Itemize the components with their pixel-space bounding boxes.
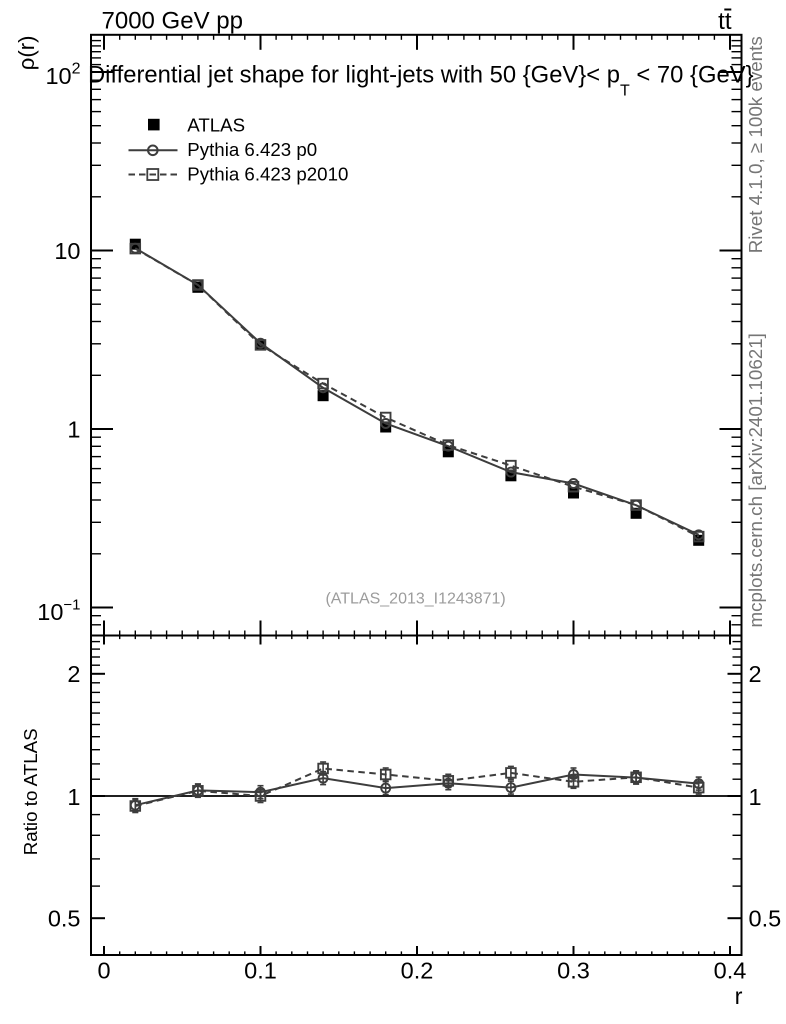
svg-text:0.2: 0.2 xyxy=(401,958,434,984)
svg-text:7000 GeV pp: 7000 GeV pp xyxy=(102,8,243,35)
svg-text:2: 2 xyxy=(67,661,80,687)
svg-text:102: 102 xyxy=(45,61,80,90)
svg-text:1: 1 xyxy=(67,784,80,810)
svg-text:0.5: 0.5 xyxy=(749,906,782,932)
svg-text:(ATLAS_2013_I1243871): (ATLAS_2013_I1243871) xyxy=(325,591,505,608)
svg-text:mcplots.cern.ch [arXiv:2401.10: mcplots.cern.ch [arXiv:2401.10621] xyxy=(745,333,766,627)
svg-text:2: 2 xyxy=(749,661,762,687)
svg-text:Pythia 6.423 p2010: Pythia 6.423 p2010 xyxy=(187,164,348,185)
svg-text:10−1: 10−1 xyxy=(37,597,80,626)
svg-text:Ratio to ATLAS: Ratio to ATLAS xyxy=(20,728,41,855)
svg-text:Rivet 4.1.0, ≥ 100k events: Rivet 4.1.0, ≥ 100k events xyxy=(745,36,766,253)
svg-text:10: 10 xyxy=(54,238,80,264)
svg-text:Pythia 6.423 p0: Pythia 6.423 p0 xyxy=(187,139,317,160)
svg-text:r: r xyxy=(735,983,743,1009)
svg-text:tt: tt xyxy=(718,8,732,35)
svg-text:0.4: 0.4 xyxy=(714,958,747,984)
svg-text:0.3: 0.3 xyxy=(557,958,590,984)
svg-text:0.1: 0.1 xyxy=(244,958,277,984)
svg-text:ATLAS: ATLAS xyxy=(187,115,245,136)
svg-text:ρ(r): ρ(r) xyxy=(14,36,39,71)
svg-text:0.5: 0.5 xyxy=(48,906,81,932)
svg-text:0: 0 xyxy=(97,958,110,984)
svg-text:1: 1 xyxy=(67,416,80,442)
svg-text:1: 1 xyxy=(749,784,762,810)
